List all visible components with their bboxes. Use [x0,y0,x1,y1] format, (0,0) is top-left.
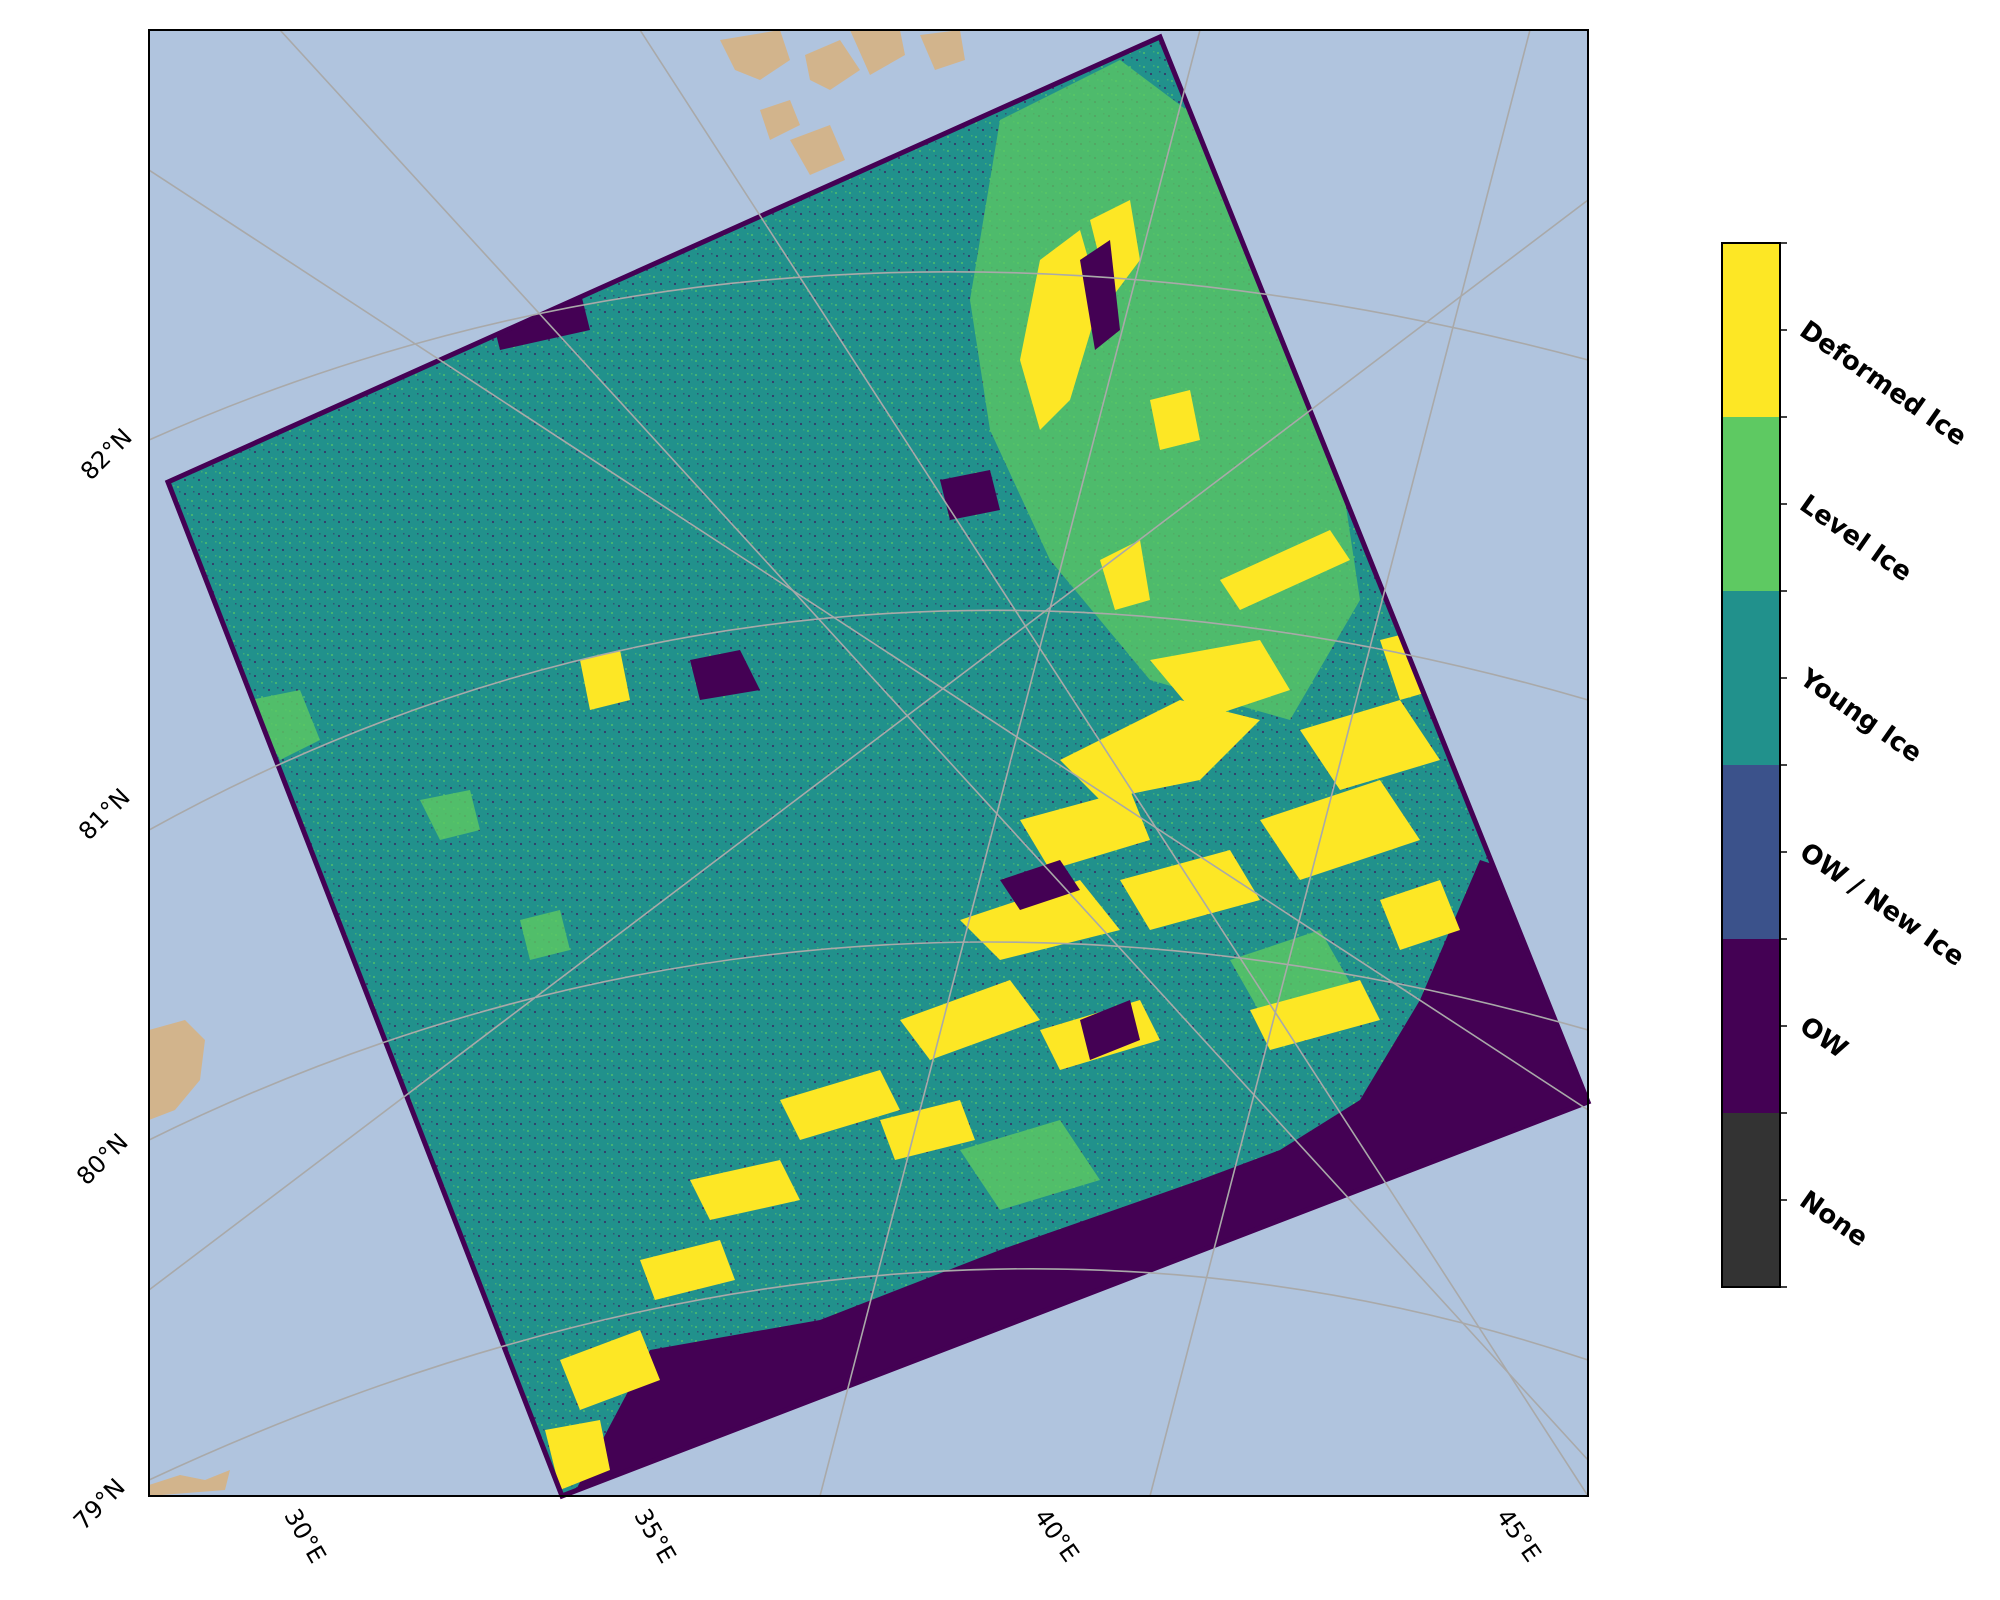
lon-label-40e: 40°E [1029,1504,1085,1567]
graticule [149,30,1588,1496]
meridian-45e [1149,30,1531,1496]
colorbar-segment-ow [1722,939,1780,1113]
open-water-band [560,860,1588,1496]
land-southwest-corner [149,1470,230,1496]
lat-label-81n: 81°N [73,783,136,846]
colorbar-segment-deformed-ice [1722,243,1780,417]
colorbar-label: OW / New Ice [1794,837,1970,973]
colorbar: Deformed Ice Level Ice Young Ice OW / New I… [1721,242,1972,1288]
colorbar-label: Deformed Ice [1794,315,1972,452]
land-svalbard-edge [149,1020,205,1120]
meridian-40e [639,30,1588,1496]
colorbar-label: Young Ice [1793,663,1927,769]
lon-label-30e: 30°E [278,1504,331,1568]
colorbar-segment-level-ice [1722,417,1780,591]
longitude-labels: 30°E 35°E 40°E 45°E [278,1504,1546,1568]
meridian-diag-2 [149,199,1588,1291]
lat-label-79n: 79°N [68,1473,131,1536]
deformed-ice-features [545,200,1470,1490]
lat-label-80n: 80°N [71,1128,134,1191]
latitude-labels: 82°N 81°N 80°N 79°N [68,423,138,1536]
colorbar-label: Level Ice [1794,489,1917,588]
meridian-30e [149,169,1588,1111]
colorbar-segment-ow-new-ice [1722,765,1780,939]
colorbar-segment-none [1722,1113,1780,1287]
land-franz-josef-islands [720,30,965,175]
level-ice-region [970,60,1360,720]
lon-label-35e: 35°E [628,1504,681,1568]
lon-label-45e: 45°E [1491,1504,1547,1567]
parallel-80n [149,941,1588,1141]
colorbar-label: None [1794,1185,1873,1253]
meridian-diag-1 [819,30,1201,1496]
meridian-35e [279,30,1588,1461]
colorbar-frame [1721,242,1781,1288]
map-frame [148,29,1589,1497]
parallel-79n [149,1268,1588,1481]
colorbar-segment-young-ice [1722,591,1780,765]
colorbar-label: OW [1794,1011,1853,1065]
map-axes [148,29,1592,1500]
lat-label-82n: 82°N [75,423,138,486]
parallel-82n [149,271,1588,441]
